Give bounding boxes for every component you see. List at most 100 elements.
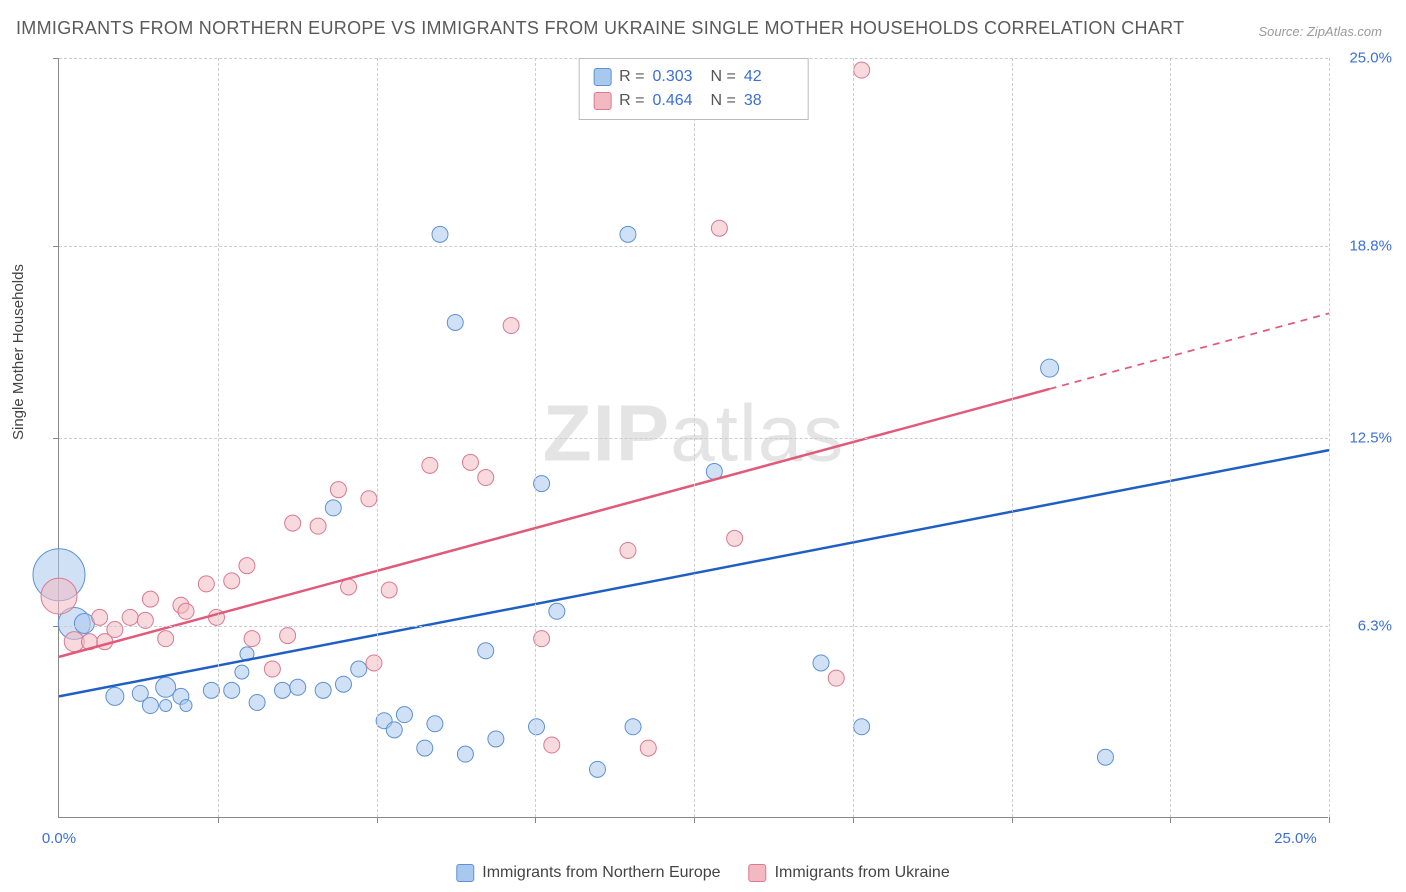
- scatter-point: [142, 698, 158, 714]
- stats-row: R = 0.464 N = 38: [593, 89, 794, 113]
- scatter-point: [178, 603, 194, 619]
- legend-swatch: [456, 864, 474, 882]
- scatter-point: [640, 740, 656, 756]
- scatter-point: [351, 661, 367, 677]
- stats-legend-box: R = 0.303 N = 42 R = 0.464 N = 38: [578, 58, 809, 120]
- scatter-point: [160, 700, 172, 712]
- x-tick-mark: [853, 817, 854, 823]
- scatter-point: [107, 622, 123, 638]
- x-tick-mark: [535, 817, 536, 823]
- scatter-point: [620, 226, 636, 242]
- scatter-point: [417, 740, 433, 756]
- x-tick-mark: [1329, 817, 1330, 823]
- scatter-point: [142, 591, 158, 607]
- scatter-point: [488, 731, 504, 747]
- scatter-point: [813, 655, 829, 671]
- scatter-point: [381, 582, 397, 598]
- y-tick-mark: [53, 438, 59, 439]
- gridline-v: [218, 58, 219, 817]
- scatter-point: [447, 314, 463, 330]
- legend-swatch: [593, 92, 611, 110]
- y-tick-mark: [53, 246, 59, 247]
- scatter-point: [503, 318, 519, 334]
- x-tick-label: 0.0%: [42, 830, 76, 847]
- stats-r-value: 0.464: [653, 89, 703, 113]
- scatter-point: [589, 761, 605, 777]
- legend-label: Immigrants from Ukraine: [775, 864, 950, 882]
- y-tick-mark: [53, 58, 59, 59]
- plot-area: ZIPatlas R =0.303N =42R =0.464N =38 6.3%…: [58, 58, 1328, 818]
- regression-line-dashed: [1050, 313, 1329, 389]
- scatter-point: [249, 694, 265, 710]
- correlation-chart: IMMIGRANTS FROM NORTHERN EUROPE VS IMMIG…: [0, 0, 1406, 892]
- x-tick-mark: [1170, 817, 1171, 823]
- scatter-point: [224, 682, 240, 698]
- scatter-point: [198, 576, 214, 592]
- x-tick-mark: [377, 817, 378, 823]
- stats-r-value: 0.303: [653, 65, 703, 89]
- stats-n-value: 42: [744, 65, 794, 89]
- source-name: ZipAtlas.com: [1307, 24, 1382, 39]
- scatter-point: [422, 457, 438, 473]
- legend-swatch: [749, 864, 767, 882]
- scatter-point: [315, 682, 331, 698]
- chart-title: IMMIGRANTS FROM NORTHERN EUROPE VS IMMIG…: [16, 18, 1184, 39]
- scatter-point: [529, 719, 545, 735]
- scatter-point: [264, 661, 280, 677]
- scatter-point: [156, 677, 176, 697]
- scatter-point: [325, 500, 341, 516]
- gridline-v: [853, 58, 854, 817]
- legend-swatch: [593, 68, 611, 86]
- scatter-point: [854, 62, 870, 78]
- scatter-point: [828, 670, 844, 686]
- stats-n-value: 38: [744, 89, 794, 113]
- scatter-point: [478, 643, 494, 659]
- scatter-point: [549, 603, 565, 619]
- gridline-v: [1170, 58, 1171, 817]
- scatter-point: [180, 700, 192, 712]
- stats-row: R = 0.303 N = 42: [593, 65, 794, 89]
- y-tick-mark: [53, 626, 59, 627]
- scatter-point: [432, 226, 448, 242]
- stats-r-label: R =: [619, 65, 644, 89]
- scatter-point: [1041, 359, 1059, 377]
- scatter-point: [854, 719, 870, 735]
- scatter-point: [396, 707, 412, 723]
- scatter-point: [620, 542, 636, 558]
- legend-item: Immigrants from Ukraine: [749, 864, 950, 882]
- x-tick-mark: [694, 817, 695, 823]
- gridline-v: [1329, 58, 1330, 817]
- gridline-v: [694, 58, 695, 817]
- scatter-point: [366, 655, 382, 671]
- stats-r-label: R =: [619, 89, 644, 113]
- scatter-point: [239, 558, 255, 574]
- scatter-point: [361, 491, 377, 507]
- scatter-point: [41, 578, 77, 614]
- scatter-point: [290, 679, 306, 695]
- scatter-point: [106, 687, 124, 705]
- chart-source: Source: ZipAtlas.com: [1258, 24, 1382, 39]
- scatter-point: [478, 470, 494, 486]
- scatter-point: [625, 719, 641, 735]
- x-tick-mark: [1012, 817, 1013, 823]
- scatter-point: [285, 515, 301, 531]
- stats-n-label: N =: [711, 89, 736, 113]
- scatter-point: [462, 454, 478, 470]
- scatter-point: [330, 482, 346, 498]
- scatter-point: [275, 682, 291, 698]
- x-tick-mark: [218, 817, 219, 823]
- scatter-point: [122, 609, 138, 625]
- gridline-v: [377, 58, 378, 817]
- stats-n-label: N =: [711, 65, 736, 89]
- scatter-point: [427, 716, 443, 732]
- scatter-point: [92, 609, 108, 625]
- scatter-point: [235, 665, 249, 679]
- scatter-point: [386, 722, 402, 738]
- scatter-point: [224, 573, 240, 589]
- scatter-point: [1097, 749, 1113, 765]
- x-tick-label: 25.0%: [1274, 830, 1317, 847]
- bottom-legend: Immigrants from Northern EuropeImmigrant…: [456, 864, 949, 882]
- scatter-point: [457, 746, 473, 762]
- y-tick-label: 12.5%: [1349, 430, 1392, 447]
- source-prefix: Source:: [1258, 24, 1306, 39]
